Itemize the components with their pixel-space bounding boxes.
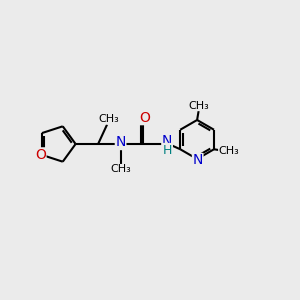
Text: CH₃: CH₃ (188, 100, 209, 111)
Text: CH₃: CH₃ (98, 114, 119, 124)
Text: N: N (193, 154, 203, 167)
Text: N: N (162, 134, 172, 148)
Text: CH₃: CH₃ (219, 146, 239, 156)
Text: CH₃: CH₃ (110, 164, 131, 175)
Text: O: O (35, 148, 46, 162)
Text: N: N (116, 136, 126, 149)
Text: H: H (162, 143, 172, 157)
Text: O: O (139, 111, 150, 124)
